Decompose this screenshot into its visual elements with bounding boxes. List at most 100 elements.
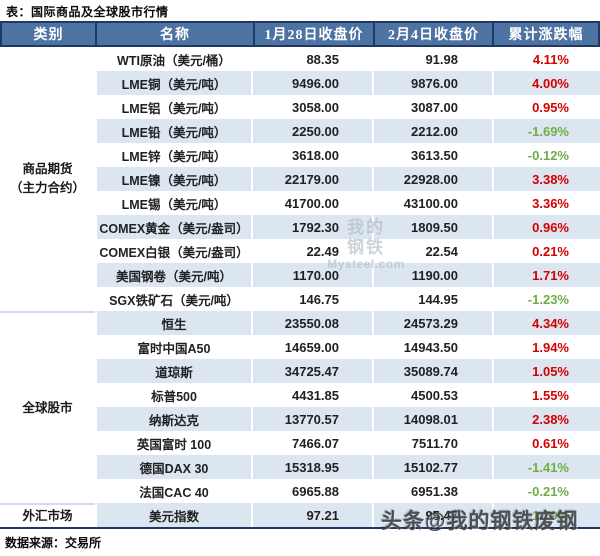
cell-name: 美国钢卷（美元/吨） [97, 263, 251, 287]
cell-change: 0.21% [494, 239, 600, 263]
cell-change: -1.23% [494, 287, 600, 311]
cell-close-feb4: 2212.00 [374, 119, 492, 143]
header-cell-close-jan28: 1月28日收盘价 [253, 23, 373, 45]
cell-change: 4.00% [494, 71, 600, 95]
cell-name: 德国DAX 30 [97, 455, 251, 479]
cell-name: LME锡（美元/吨） [97, 191, 251, 215]
table-bottom-rule [0, 527, 600, 529]
cell-name: 标普500 [97, 383, 251, 407]
cell-name: 恒生 [97, 311, 251, 335]
table-row: 美国钢卷（美元/吨） 1170.00 1190.00 1.71% [97, 263, 600, 287]
cell-close-feb4: 43100.00 [374, 191, 492, 215]
cell-close-feb4: 14943.50 [374, 335, 492, 359]
cell-close-feb4: 95.47 [374, 503, 492, 527]
data-source-note: 数据来源：交易所 [5, 536, 102, 550]
cell-name: COMEX黄金（美元/盎司） [97, 215, 251, 239]
cell-name: 英国富时 100 [97, 431, 251, 455]
table-row: LME铝（美元/吨） 3058.00 3087.00 0.95% [97, 95, 600, 119]
cell-change: 4.34% [494, 311, 600, 335]
cell-close-feb4: 35089.74 [374, 359, 492, 383]
cell-close-feb4: 1190.00 [374, 263, 492, 287]
table-row: COMEX白银（美元/盎司） 22.49 22.54 0.21% [97, 239, 600, 263]
cell-change: 1.94% [494, 335, 600, 359]
cell-close-feb4: 15102.77 [374, 455, 492, 479]
cell-change: 2.38% [494, 407, 600, 431]
table-row: 德国DAX 30 15318.95 15102.77 -1.41% [97, 455, 600, 479]
cell-change: 1.55% [494, 383, 600, 407]
cell-change: -0.21% [494, 479, 600, 503]
table-header-row: 类别 名称 1月28日收盘价 2月4日收盘价 累计涨跌幅 [0, 21, 600, 47]
cell-close-feb4: 22.54 [374, 239, 492, 263]
table-row: LME锡（美元/吨） 41700.00 43100.00 3.36% [97, 191, 600, 215]
header-cell-close-feb4: 2月4日收盘价 [373, 23, 492, 45]
category-column: 商品期货 （主力合约） 全球股市外汇市场 [0, 47, 95, 527]
cell-close-jan28: 9496.00 [253, 71, 372, 95]
cell-change: 3.36% [494, 191, 600, 215]
cell-close-jan28: 41700.00 [253, 191, 372, 215]
category-cell: 全球股市 [0, 311, 95, 503]
category-label: 商品期货 [22, 162, 73, 177]
cell-close-jan28: 1792.30 [253, 215, 372, 239]
cell-close-feb4: 9876.00 [374, 71, 492, 95]
cell-change: 0.95% [494, 95, 600, 119]
category-label: （主力合约） [9, 181, 85, 195]
cell-name: WTI原油（美元/桶） [97, 47, 251, 71]
table-row: 英国富时 100 7466.07 7511.70 0.61% [97, 431, 600, 455]
cell-change: 0.96% [494, 215, 600, 239]
table-row: LME铅（美元/吨） 2250.00 2212.00 -1.69% [97, 119, 600, 143]
cell-close-jan28: 3618.00 [253, 143, 372, 167]
cell-close-feb4: 3087.00 [374, 95, 492, 119]
cell-close-jan28: 34725.47 [253, 359, 372, 383]
cell-close-feb4: 7511.70 [374, 431, 492, 455]
cell-name: LME铅（美元/吨） [97, 119, 251, 143]
table-row: SGX铁矿石（美元/吨） 146.75 144.95 -1.23% [97, 287, 600, 311]
table-row: LME铜（美元/吨） 9496.00 9876.00 4.00% [97, 71, 600, 95]
cell-close-feb4: 144.95 [374, 287, 492, 311]
cell-change: -1.41% [494, 455, 600, 479]
cell-close-feb4: 14098.01 [374, 407, 492, 431]
cell-name: 法国CAC 40 [97, 479, 251, 503]
cell-close-jan28: 22.49 [253, 239, 372, 263]
cell-close-jan28: 6965.88 [253, 479, 372, 503]
cell-close-jan28: 88.35 [253, 47, 372, 71]
header-cell-change: 累计涨跌幅 [492, 23, 600, 45]
table-row: LME镍（美元/吨） 22179.00 22928.00 3.38% [97, 167, 600, 191]
cell-close-feb4: 1809.50 [374, 215, 492, 239]
cell-name: LME铝（美元/吨） [97, 95, 251, 119]
cell-close-jan28: 7466.07 [253, 431, 372, 455]
cell-close-feb4: 24573.29 [374, 311, 492, 335]
cell-name: LME锌（美元/吨） [97, 143, 251, 167]
cell-close-jan28: 23550.08 [253, 311, 372, 335]
cell-name: LME铜（美元/吨） [97, 71, 251, 95]
category-cell: 外汇市场 [0, 503, 95, 527]
table-row: 美元指数 97.21 95.47 -1.79% [97, 503, 600, 527]
cell-change: 1.71% [494, 263, 600, 287]
cell-close-jan28: 146.75 [253, 287, 372, 311]
cell-close-feb4: 91.98 [374, 47, 492, 71]
cell-close-feb4: 6951.38 [374, 479, 492, 503]
table-row: 富时中国A50 14659.00 14943.50 1.94% [97, 335, 600, 359]
table-row: WTI原油（美元/桶） 88.35 91.98 4.11% [97, 47, 600, 71]
header-cell-name: 名称 [95, 23, 253, 45]
cell-close-feb4: 3613.50 [374, 143, 492, 167]
cell-change: -1.69% [494, 119, 600, 143]
cell-close-jan28: 3058.00 [253, 95, 372, 119]
table-row: 标普500 4431.85 4500.53 1.55% [97, 383, 600, 407]
table-row: 法国CAC 40 6965.88 6951.38 -0.21% [97, 479, 600, 503]
table-row: 道琼斯 34725.47 35089.74 1.05% [97, 359, 600, 383]
cell-close-jan28: 13770.57 [253, 407, 372, 431]
cell-name: 道琼斯 [97, 359, 251, 383]
table-row: LME锌（美元/吨） 3618.00 3613.50 -0.12% [97, 143, 600, 167]
cell-change: 1.05% [494, 359, 600, 383]
cell-close-jan28: 22179.00 [253, 167, 372, 191]
cell-name: COMEX白银（美元/盎司） [97, 239, 251, 263]
cell-close-jan28: 4431.85 [253, 383, 372, 407]
header-cell-category: 类别 [0, 23, 95, 45]
table-row: COMEX黄金（美元/盎司） 1792.30 1809.50 0.96% [97, 215, 600, 239]
cell-close-jan28: 1170.00 [253, 263, 372, 287]
category-label: 全球股市 [22, 400, 73, 415]
cell-change: -0.12% [494, 143, 600, 167]
cell-name: LME镍（美元/吨） [97, 167, 251, 191]
cell-close-jan28: 15318.95 [253, 455, 372, 479]
table-row: 恒生 23550.08 24573.29 4.34% [97, 311, 600, 335]
